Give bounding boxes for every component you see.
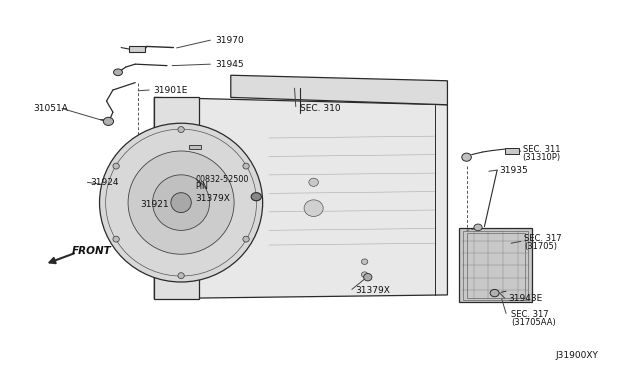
- Ellipse shape: [103, 117, 113, 125]
- Text: SEC. 311: SEC. 311: [523, 145, 560, 154]
- Text: J31900XY: J31900XY: [556, 351, 598, 360]
- Ellipse shape: [113, 69, 122, 76]
- Text: SEC. 310: SEC. 310: [300, 104, 340, 113]
- Polygon shape: [154, 97, 447, 299]
- Text: SEC. 317: SEC. 317: [524, 234, 561, 243]
- Ellipse shape: [362, 259, 368, 264]
- Ellipse shape: [113, 236, 119, 242]
- Text: 31943E: 31943E: [508, 294, 542, 303]
- Text: PIN: PIN: [196, 182, 209, 191]
- Ellipse shape: [128, 151, 234, 254]
- Ellipse shape: [362, 272, 368, 278]
- Ellipse shape: [171, 193, 191, 212]
- Text: SEC. 317: SEC. 317: [511, 310, 548, 319]
- Text: FRONT: FRONT: [72, 246, 111, 256]
- Ellipse shape: [113, 163, 119, 169]
- Ellipse shape: [152, 175, 210, 230]
- Ellipse shape: [490, 289, 499, 297]
- Text: 31935: 31935: [500, 166, 529, 174]
- Polygon shape: [154, 97, 199, 299]
- Ellipse shape: [178, 126, 184, 132]
- Text: (31705): (31705): [524, 242, 557, 251]
- Text: 31924: 31924: [91, 178, 119, 187]
- Ellipse shape: [243, 236, 249, 242]
- Bar: [467, 233, 525, 298]
- Text: (31705AA): (31705AA): [511, 318, 556, 327]
- Bar: [459, 228, 532, 302]
- Text: 31921: 31921: [140, 200, 169, 209]
- Text: 31051A: 31051A: [33, 104, 68, 113]
- Text: 31379X: 31379X: [196, 194, 230, 203]
- Bar: [129, 46, 145, 52]
- Ellipse shape: [309, 178, 319, 186]
- Text: 31970: 31970: [215, 36, 244, 45]
- Ellipse shape: [243, 163, 249, 169]
- Ellipse shape: [251, 193, 261, 201]
- Ellipse shape: [364, 273, 372, 281]
- Text: 31901E: 31901E: [153, 86, 188, 94]
- Bar: [189, 145, 201, 149]
- Text: 00832-52500: 00832-52500: [196, 175, 249, 184]
- Text: 31945: 31945: [215, 60, 243, 69]
- Polygon shape: [231, 75, 447, 105]
- Ellipse shape: [462, 153, 471, 161]
- Ellipse shape: [474, 224, 482, 231]
- Ellipse shape: [178, 273, 184, 279]
- Text: (31310P): (31310P): [523, 153, 561, 162]
- Bar: [505, 148, 519, 154]
- Ellipse shape: [304, 200, 323, 217]
- Ellipse shape: [100, 123, 262, 282]
- Bar: [463, 231, 529, 300]
- Text: 31379X: 31379X: [356, 286, 390, 295]
